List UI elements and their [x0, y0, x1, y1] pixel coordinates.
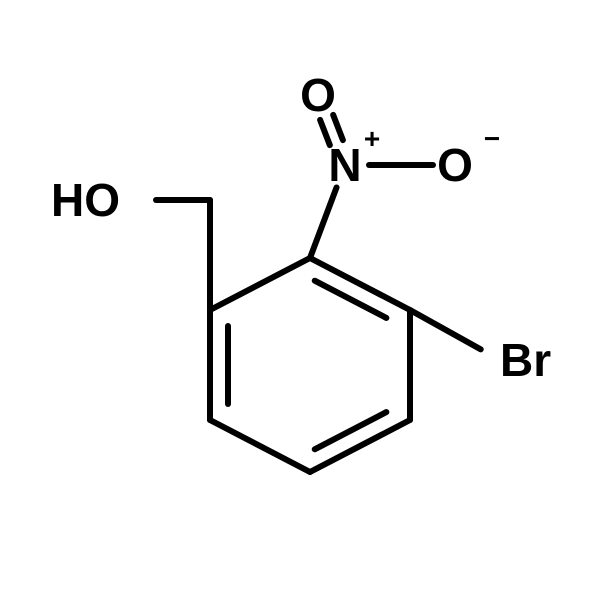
- molecule-diagram: HON+OO−Br: [0, 0, 600, 600]
- svg-text:O: O: [437, 139, 473, 191]
- svg-text:O: O: [300, 69, 336, 121]
- svg-text:Br: Br: [500, 334, 551, 386]
- svg-text:+: +: [364, 123, 380, 154]
- svg-text:−: −: [484, 123, 500, 154]
- svg-text:HO: HO: [51, 174, 120, 226]
- svg-text:N: N: [328, 139, 361, 191]
